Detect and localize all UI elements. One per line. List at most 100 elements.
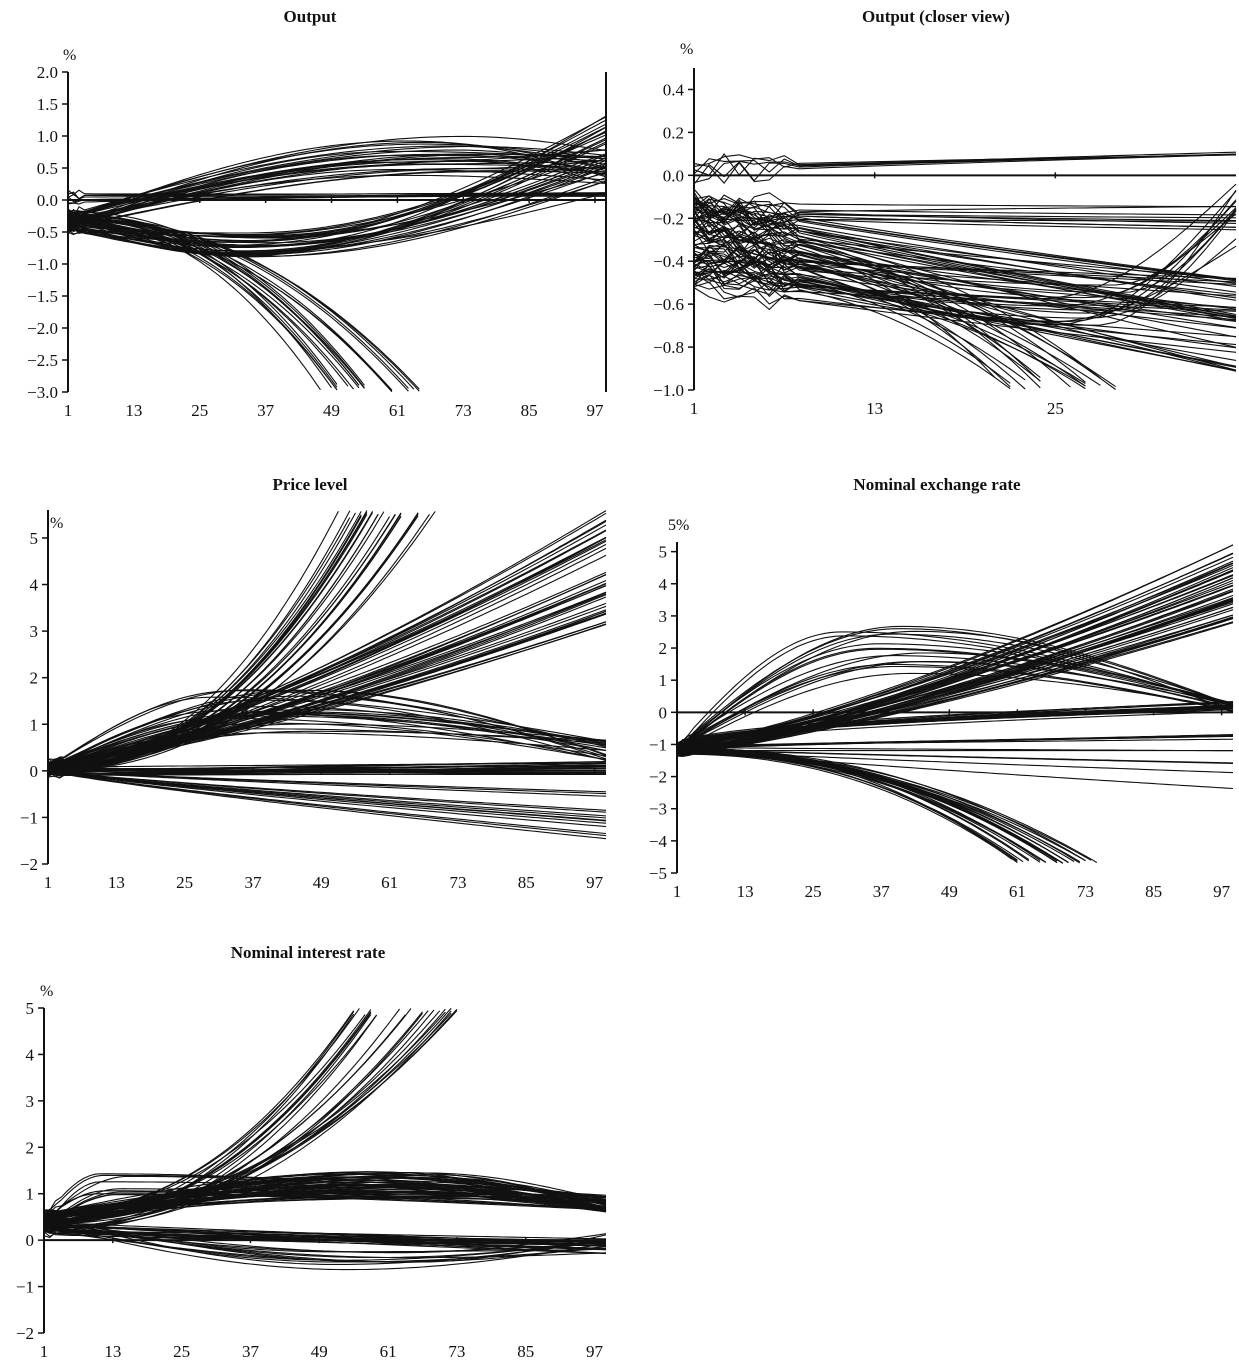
series-line (676, 746, 1086, 862)
y-tick-label: −3.0 (27, 383, 58, 402)
series-line (693, 210, 1237, 311)
series-line (47, 596, 607, 771)
y-tick-label: 1 (30, 715, 39, 734)
series-line (676, 633, 1234, 752)
y-tick-label: 0 (26, 1231, 35, 1250)
x-tick-label: 73 (1077, 882, 1094, 901)
series-line (676, 751, 1086, 862)
series-line (676, 750, 1098, 863)
series-line (676, 734, 1234, 750)
series-line (676, 750, 1064, 864)
y-tick-label: −0.5 (27, 223, 58, 242)
y-tick-label: 3 (26, 1092, 35, 1111)
series-line (676, 672, 1234, 754)
series-line (67, 145, 607, 220)
x-tick-label: 37 (244, 873, 262, 892)
series-line (693, 200, 1237, 286)
y-tick-label: 2 (30, 669, 39, 688)
x-tick-label: 37 (873, 882, 891, 901)
series-line (693, 201, 1237, 287)
series-line (47, 713, 607, 768)
panel-title: Output (284, 7, 337, 26)
series-group (43, 1007, 607, 1271)
x-tick-label: 97 (586, 873, 604, 892)
series-line (676, 747, 1234, 765)
unit-label: % (63, 47, 76, 64)
series-line (47, 696, 607, 771)
y-tick-label: 2.0 (37, 63, 58, 82)
series-line (47, 584, 607, 771)
y-tick-label: 4 (26, 1045, 35, 1064)
series-line (676, 705, 1234, 749)
series-line (67, 172, 607, 238)
series-line (693, 205, 1237, 231)
series-line (676, 735, 1234, 751)
y-tick-label: 0 (30, 762, 39, 781)
series-line (676, 603, 1234, 750)
x-tick-label: 13 (125, 401, 142, 420)
series-line (693, 207, 1237, 299)
y-tick-label: 5 (26, 999, 35, 1018)
series-line (67, 134, 607, 236)
y-tick-label: 0.0 (37, 191, 58, 210)
panel-output-closer: Output (closer view) % 0.4 0.2 0.0 −0.2 −0.4… (653, 7, 1237, 418)
y-tick-label: −1 (20, 808, 38, 827)
series-line (676, 750, 1058, 862)
series-line (676, 556, 1234, 747)
x-tick-label: 73 (448, 1342, 465, 1361)
series-line (676, 750, 1233, 752)
series-line (676, 751, 1064, 864)
y-tick-label: 0.4 (663, 80, 685, 99)
panel-output: Output % 2.0 1.5 1.0 0.5 0.0 −0.5 −1.0 −1.5 −2.0… (27, 7, 607, 420)
series-line (676, 749, 1069, 864)
series-line (676, 574, 1234, 749)
series-group (693, 151, 1237, 390)
series-line (47, 613, 607, 770)
series-line (47, 711, 607, 768)
series-line (43, 1223, 607, 1271)
y-tick-label: 0.2 (663, 123, 684, 142)
series-line (693, 249, 1237, 297)
series-line (693, 151, 1237, 184)
series-line (693, 264, 1237, 318)
series-line (43, 1217, 606, 1253)
series-line (693, 270, 1011, 390)
x-tick-label: 25 (1047, 399, 1064, 418)
series-group (47, 510, 607, 840)
series-line (693, 183, 1237, 300)
panel-price-level: Price level % 5 4 3 2 1 0 −1 −2 1 13 25 37 49 61 73 85 9… (20, 475, 607, 892)
x-tick-label: 1 (40, 1342, 49, 1361)
series-line (47, 514, 379, 774)
y-tick-label: 1.0 (37, 127, 58, 146)
y-tick-label: −1.0 (27, 255, 58, 274)
series-line (67, 131, 607, 237)
y-tick-label: −0.2 (653, 209, 684, 228)
series-line (47, 732, 607, 770)
y-tick-label: 4 (659, 575, 668, 594)
series-line (693, 273, 1237, 353)
series-line (47, 768, 607, 817)
x-tick-label: 73 (455, 401, 472, 420)
series-line (43, 1181, 607, 1231)
series-line (676, 567, 1234, 756)
series-line (693, 153, 1237, 175)
series-line (693, 208, 1237, 220)
y-tick-label: −1.5 (27, 287, 58, 306)
series-line (47, 769, 607, 795)
series-line (676, 751, 1018, 864)
series-line (47, 767, 607, 837)
x-tick-label: 49 (313, 873, 330, 892)
x-tick-label: 85 (1145, 882, 1162, 901)
series-line (693, 208, 1237, 294)
x-tick-label: 61 (381, 873, 398, 892)
series-line (693, 190, 1237, 326)
series-line (693, 205, 1236, 225)
series-line (67, 149, 607, 230)
series-line (47, 715, 607, 771)
x-tick-label: 49 (941, 882, 958, 901)
x-tick-label: 85 (517, 1342, 534, 1361)
series-line (676, 661, 1234, 748)
series-line (43, 1188, 607, 1230)
y-tick-label: 0.5 (37, 159, 58, 178)
series-group (676, 544, 1234, 864)
